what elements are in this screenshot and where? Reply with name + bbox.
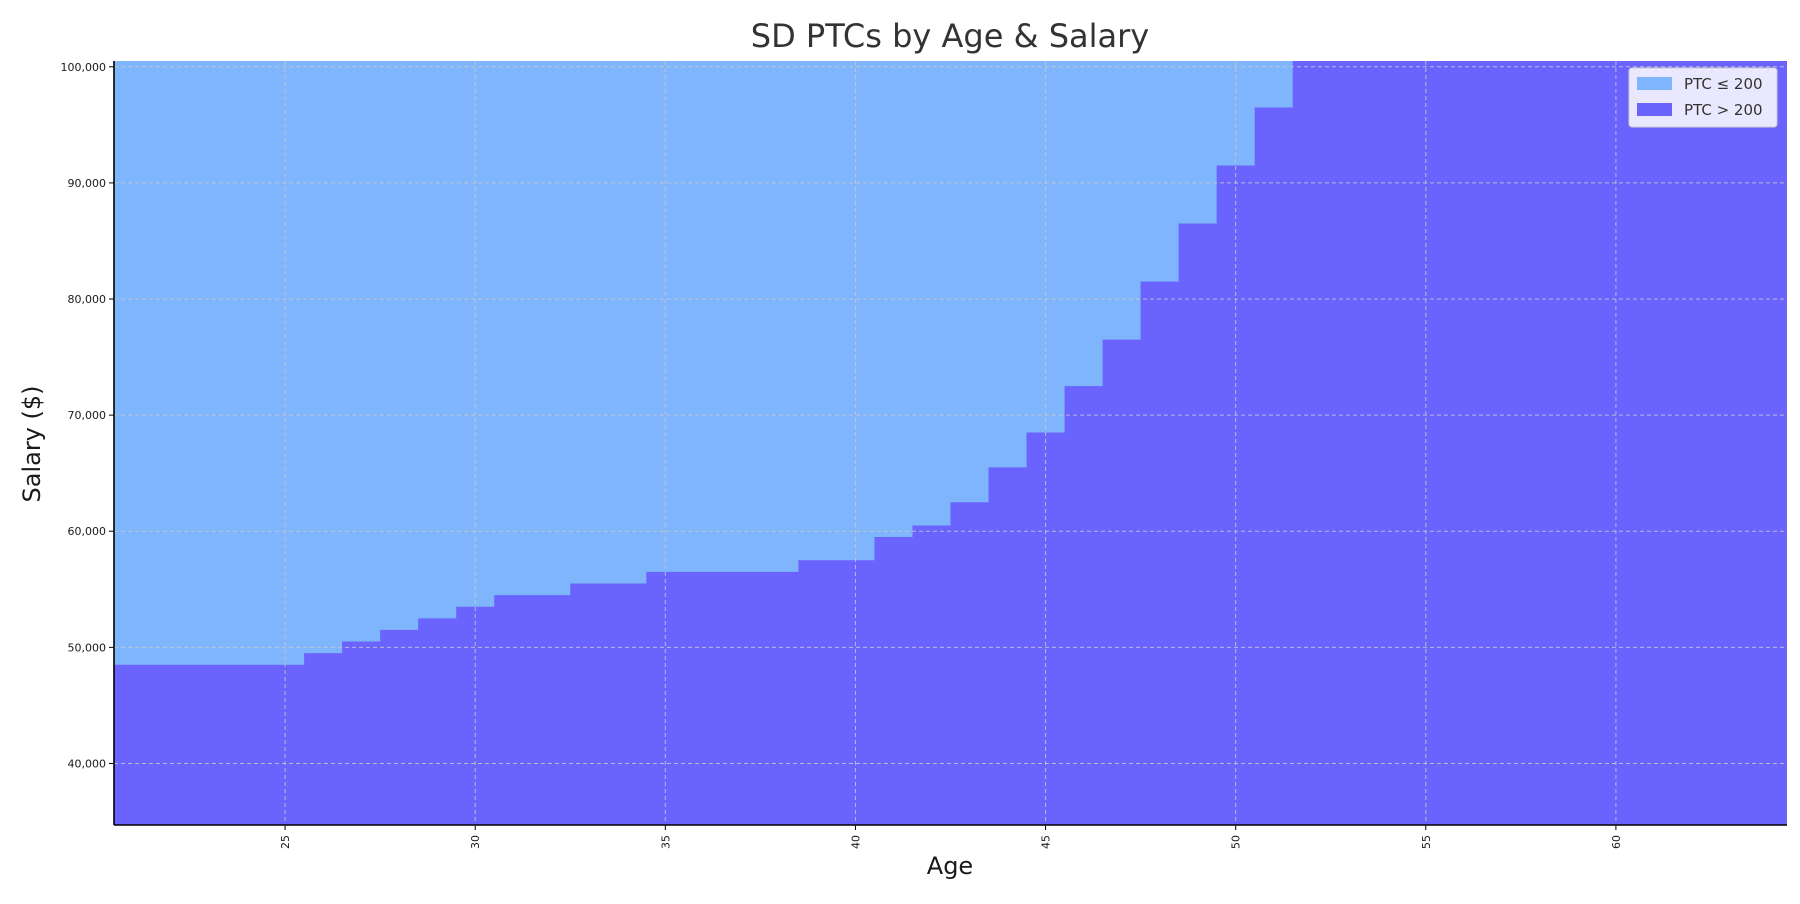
legend-label-ptc-gt-200: PTC > 200: [1684, 101, 1763, 119]
x-axis-label: Age: [927, 852, 973, 880]
chart-title: SD PTCs by Age & Salary: [751, 17, 1149, 55]
y-tick-label-60000: 60,000: [68, 525, 107, 538]
y-tick-label-90000: 90,000: [68, 177, 107, 190]
area-ptc-gt-200: [114, 61, 1787, 825]
y-tick-label-50000: 50,000: [68, 641, 107, 654]
x-tick-label-40: 40: [849, 835, 862, 849]
x-axis-ticks: 25 30 35 40 45 50 55 60: [279, 825, 1623, 849]
legend-swatch-ptc-gt-200: [1637, 103, 1672, 116]
y-axis-ticks: 40,000 50,000 60,000 70,000 80,000 90,000 100,…: [61, 61, 114, 770]
axes: [113, 61, 1787, 826]
legend-label-ptc-le-200: PTC ≤ 200: [1684, 75, 1763, 93]
legend: PTC ≤ 200 PTC > 200: [1628, 67, 1778, 128]
y-tick-label-100000: 100,000: [61, 61, 107, 74]
y-tick-label-70000: 70,000: [68, 409, 107, 422]
x-tick-label-55: 55: [1420, 835, 1433, 849]
x-tick-label-30: 30: [469, 835, 482, 849]
x-tick-label-50: 50: [1230, 835, 1243, 849]
legend-swatch-ptc-le-200: [1637, 77, 1672, 90]
x-tick-label-45: 45: [1040, 835, 1053, 849]
chart-areas: [114, 61, 1787, 825]
grid-lines: [114, 61, 1787, 825]
x-tick-label-25: 25: [279, 835, 292, 849]
x-tick-label-35: 35: [659, 835, 672, 849]
x-tick-label-60: 60: [1610, 835, 1623, 849]
y-axis-label: Salary ($): [18, 385, 46, 502]
y-tick-label-40000: 40,000: [68, 757, 107, 770]
y-tick-label-80000: 80,000: [68, 293, 107, 306]
